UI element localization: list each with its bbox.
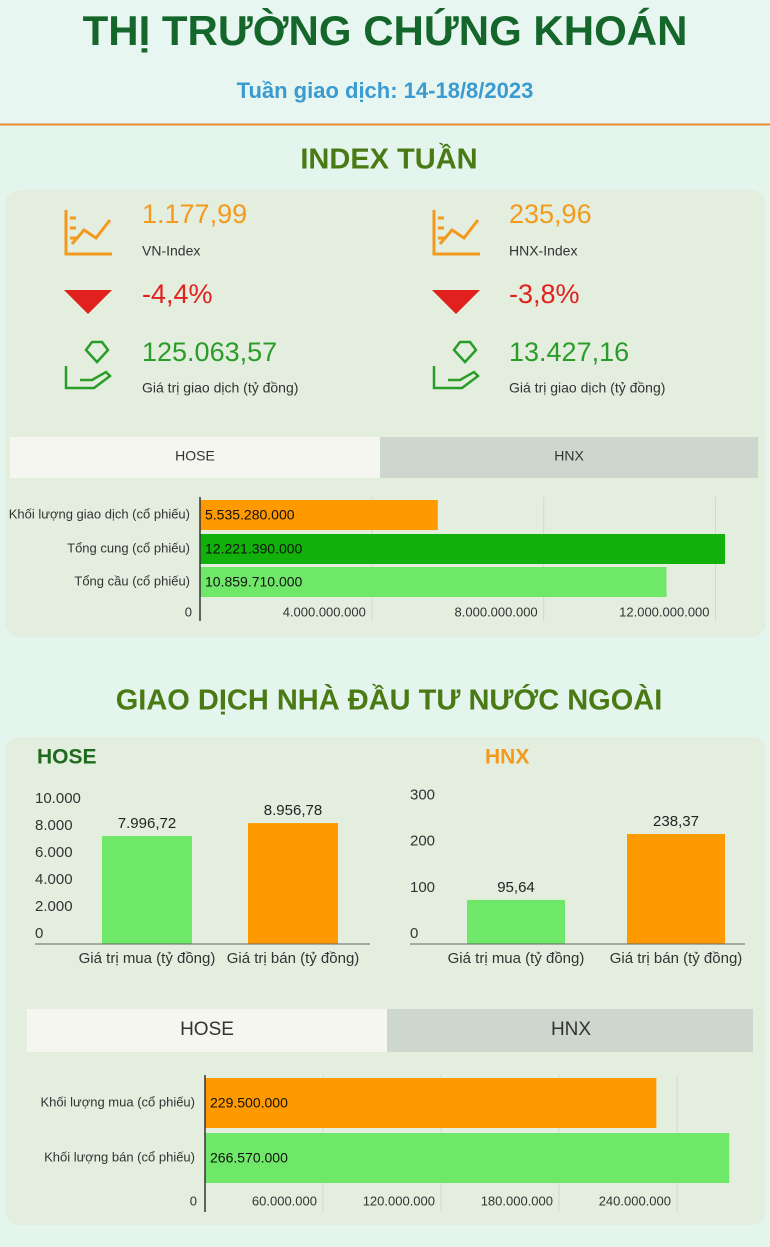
value-label: 238,37 bbox=[653, 813, 699, 830]
bar bbox=[205, 1133, 730, 1183]
category-label: Khối lượng mua (cổ phiếu) bbox=[40, 1094, 195, 1109]
section-title: INDEX TUẦN bbox=[300, 142, 477, 176]
category-label: Giá trị bán (tỷ đồng) bbox=[610, 950, 743, 967]
value-label: 229.500.000 bbox=[210, 1095, 288, 1111]
category-label: Tổng cầu (cổ phiếu) bbox=[74, 573, 190, 588]
tab-label[interactable]: HNX bbox=[551, 1019, 591, 1040]
x-tick-label: 120.000.000 bbox=[363, 1193, 435, 1208]
chart-title: HNX bbox=[485, 746, 529, 769]
y-tick-label: 8.000 bbox=[35, 817, 73, 834]
category-label: Giá trị bán (tỷ đồng) bbox=[227, 950, 360, 967]
value-icon bbox=[432, 340, 480, 390]
index-name: VN-Index bbox=[142, 243, 200, 259]
trade-value: 13.427,16 bbox=[509, 337, 629, 367]
y-tick-label: 4.000 bbox=[35, 871, 73, 888]
y-tick-label: 6.000 bbox=[35, 844, 73, 861]
value-label: 7.996,72 bbox=[118, 815, 176, 832]
category-label: Giá trị mua (tỷ đồng) bbox=[79, 950, 216, 967]
value-label: 10.859.710.000 bbox=[205, 574, 303, 590]
y-tick-label: 300 bbox=[410, 787, 435, 804]
index-change: -3,8% bbox=[509, 279, 580, 309]
bar bbox=[467, 899, 565, 944]
x-tick-label: 240.000.000 bbox=[599, 1193, 671, 1208]
category-label: Giá trị mua (tỷ đồng) bbox=[448, 950, 585, 967]
header-bg bbox=[0, 0, 770, 124]
value-label: 12.221.390.000 bbox=[205, 541, 303, 557]
bar bbox=[102, 836, 192, 944]
trade-label: Giá trị giao dịch (tỷ đồng) bbox=[509, 380, 665, 396]
chart-title: HOSE bbox=[37, 746, 97, 769]
value-icon bbox=[64, 340, 112, 390]
category-label: Khối lượng giao dịch (cổ phiếu) bbox=[9, 506, 190, 521]
y-tick-label: 200 bbox=[410, 833, 435, 850]
bar bbox=[200, 567, 667, 597]
bar bbox=[200, 500, 438, 530]
index-value: 1.177,99 bbox=[142, 199, 247, 229]
x-tick-label: 4.000.000.000 bbox=[283, 604, 366, 619]
value-label: 95,64 bbox=[497, 879, 535, 896]
x-tick-label: 8.000.000.000 bbox=[455, 604, 538, 619]
panel bbox=[5, 190, 766, 637]
value-label: 5.535.280.000 bbox=[205, 507, 295, 523]
down-arrow bbox=[64, 290, 112, 314]
chart-icon bbox=[432, 210, 480, 256]
y-tick-label: 100 bbox=[410, 879, 435, 896]
tab[interactable] bbox=[380, 437, 758, 478]
x-tick-label: 60.000.000 bbox=[252, 1193, 317, 1208]
down-arrow bbox=[432, 290, 480, 314]
x-tick-label: 12.000.000.000 bbox=[619, 604, 709, 619]
index-change: -4,4% bbox=[142, 279, 213, 309]
category-label: Tổng cung (cổ phiếu) bbox=[67, 540, 190, 555]
tab-active[interactable] bbox=[27, 1009, 387, 1052]
bar bbox=[248, 823, 338, 944]
category-label: Khối lượng bán (cổ phiếu) bbox=[44, 1149, 195, 1164]
tab-label[interactable]: HNX bbox=[554, 448, 584, 464]
trade-label: Giá trị giao dịch (tỷ đồng) bbox=[142, 380, 298, 396]
y-tick-label: 2.000 bbox=[35, 898, 73, 915]
y-tick-label: 0 bbox=[410, 925, 418, 942]
bar bbox=[627, 834, 725, 944]
section-title: GIAO DỊCH NHÀ ĐẦU TƯ NƯỚC NGOÀI bbox=[116, 683, 663, 717]
y-tick-label: 0 bbox=[35, 925, 43, 942]
y-tick-label: 10.000 bbox=[35, 790, 81, 807]
tab-label[interactable]: HOSE bbox=[175, 448, 215, 464]
index-block: 1.177,99 VN-Index -4,4% 125.063,57 Giá t… bbox=[64, 199, 298, 396]
page-title: THỊ TRƯỜNG CHỨNG KHOÁN bbox=[83, 6, 688, 54]
value-label: 266.570.000 bbox=[210, 1150, 288, 1166]
bar bbox=[200, 534, 726, 564]
bar bbox=[205, 1078, 657, 1128]
value-label: 8.956,78 bbox=[264, 802, 322, 819]
index-name: HNX-Index bbox=[509, 243, 577, 259]
tab-active[interactable] bbox=[10, 437, 380, 478]
tab[interactable] bbox=[387, 1009, 753, 1052]
x-tick-label: 0 bbox=[185, 604, 192, 619]
x-tick-label: 0 bbox=[190, 1193, 197, 1208]
chart-icon bbox=[64, 210, 112, 256]
index-value: 235,96 bbox=[509, 199, 592, 229]
index-block: 235,96 HNX-Index -3,8% 13.427,16 Giá trị… bbox=[432, 199, 665, 396]
x-tick-label: 180.000.000 bbox=[481, 1193, 553, 1208]
tab-label[interactable]: HOSE bbox=[180, 1019, 234, 1040]
page-subtitle: Tuần giao dịch: 14-18/8/2023 bbox=[237, 78, 534, 103]
trade-value: 125.063,57 bbox=[142, 337, 277, 367]
